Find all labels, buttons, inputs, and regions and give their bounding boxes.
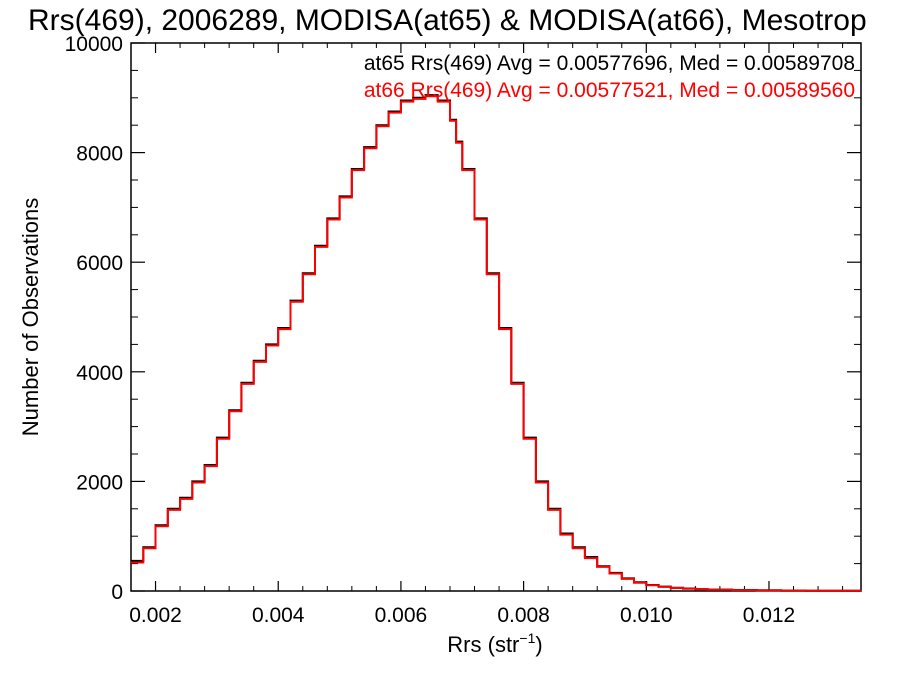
y-tick-label: 8000 [76, 143, 123, 166]
series-at66-step-line [131, 95, 862, 592]
x-tick-label: 0.006 [375, 604, 428, 627]
chart-title: Rrs(469), 2006289, MODISA(at65) & MODISA… [28, 4, 867, 37]
x-tick-label: 0.004 [252, 604, 305, 627]
annotation-at65: at65 Rrs(469) Avg = 0.00577696, Med = 0.… [364, 52, 855, 75]
x-tick-label: 0.008 [497, 604, 550, 627]
series-group [131, 94, 862, 592]
axis-ticks: 0.002 0.004 0.006 0.008 0.010 0.012 0 2000 4000 6… [65, 33, 861, 627]
y-tick-label: 2000 [76, 471, 123, 494]
x-tick-label: 0.012 [743, 604, 796, 627]
x-tick-label: 0.002 [129, 604, 182, 627]
x-tick-label: 0.010 [620, 604, 673, 627]
x-axis-label: Rrs (str−1) [447, 630, 542, 657]
plot-frame [130, 42, 862, 592]
annotation-at66: at66 Rrs(469) Avg = 0.00577521, Med = 0.… [364, 79, 855, 102]
x-axis-label-close: ) [535, 632, 542, 657]
x-axis-label-main: Rrs (str [447, 632, 519, 657]
series-at65-step-line [131, 94, 861, 592]
x-axis-label-sup: −1 [519, 630, 535, 646]
y-tick-label: 10000 [65, 33, 123, 56]
y-tick-label: 6000 [76, 252, 123, 275]
y-tick-label: 0 [111, 581, 123, 604]
y-axis-label: Number of Observations [18, 198, 43, 436]
y-tick-label: 4000 [76, 362, 123, 385]
